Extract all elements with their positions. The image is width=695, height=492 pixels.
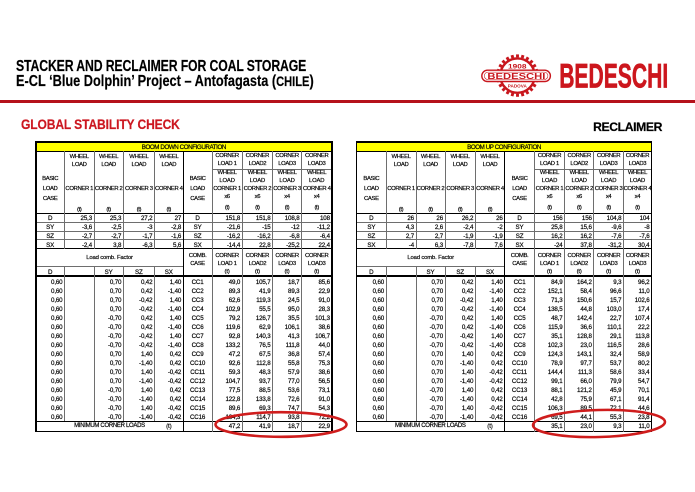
svg-text:BEDESCHI: BEDESCHI bbox=[487, 72, 545, 81]
svg-text:BEDESCHI: BEDESCHI bbox=[559, 58, 668, 96]
svg-text:1908: 1908 bbox=[508, 63, 527, 70]
svg-text:PADOVA: PADOVA bbox=[508, 83, 527, 88]
